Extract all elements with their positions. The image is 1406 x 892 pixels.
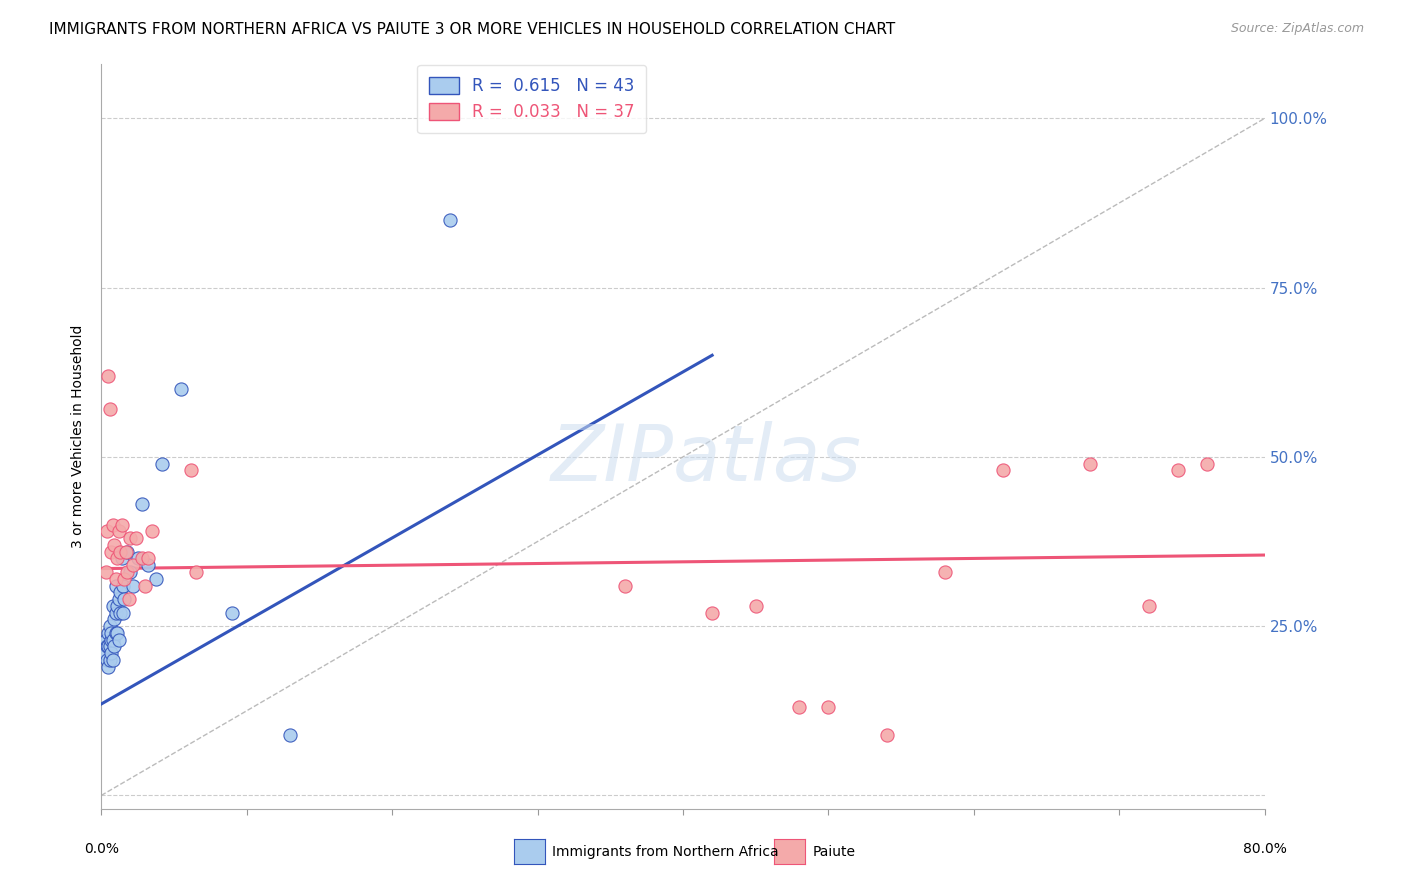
Point [114,572,136,586]
Point [96,524,118,539]
Point [1137,599,1160,613]
Point [117,544,139,558]
Point [105,599,128,613]
Text: ZIPatlas: ZIPatlas [551,421,862,497]
Point [817,700,839,714]
Point [105,626,128,640]
Point [97,626,120,640]
Point [278,727,301,741]
Point [991,463,1014,477]
Point [145,572,167,586]
Text: Immigrants from Northern Africa: Immigrants from Northern Africa [553,845,779,859]
Point [118,592,141,607]
Point [108,606,131,620]
Point [94,632,117,647]
Point [150,457,173,471]
Point [131,551,153,566]
Point [110,551,132,566]
Point [100,632,122,647]
Point [101,632,124,647]
Point [97,640,120,654]
Point [101,517,124,532]
Point [101,599,124,613]
Point [136,558,159,573]
Point [613,578,636,592]
Point [98,402,121,417]
Text: 80.0%: 80.0% [1243,842,1286,856]
Point [103,640,125,654]
Point [127,551,149,566]
Point [934,565,956,579]
Point [98,640,121,654]
Point [93,646,115,660]
Point [120,531,142,545]
Point [184,565,207,579]
Point [98,653,121,667]
Point [134,578,156,592]
Text: Paiute: Paiute [813,845,855,859]
Point [117,565,139,579]
Point [94,565,117,579]
Point [1078,457,1101,471]
Point [120,565,142,579]
Point [103,538,125,552]
Point [104,626,127,640]
Text: 0.0%: 0.0% [84,842,118,856]
Point [745,599,768,613]
Point [122,558,145,573]
Point [789,700,811,714]
Point [96,653,118,667]
Y-axis label: 3 or more Vehicles in Household: 3 or more Vehicles in Household [72,325,86,549]
Point [876,727,898,741]
Point [700,606,723,620]
Point [1167,463,1189,477]
Point [107,592,129,607]
Point [100,646,122,660]
Point [97,660,120,674]
Point [439,212,461,227]
Point [141,524,163,539]
Point [103,612,125,626]
Point [96,640,118,654]
Text: Source: ZipAtlas.com: Source: ZipAtlas.com [1230,22,1364,36]
Point [107,524,129,539]
Point [112,606,135,620]
Point [180,463,202,477]
Point [108,585,131,599]
Legend: R =  0.615   N = 43, R =  0.033   N = 37: R = 0.615 N = 43, R = 0.033 N = 37 [418,65,647,133]
Point [104,578,127,592]
Point [107,632,129,647]
Point [104,572,127,586]
Point [100,544,122,558]
Point [131,497,153,511]
Text: IMMIGRANTS FROM NORTHERN AFRICA VS PAIUTE 3 OR MORE VEHICLES IN HOUSEHOLD CORREL: IMMIGRANTS FROM NORTHERN AFRICA VS PAIUT… [49,22,896,37]
Point [105,551,128,566]
Point [97,368,120,383]
Point [101,653,124,667]
Point [112,578,135,592]
Point [98,619,121,633]
Point [100,626,122,640]
Point [125,531,148,545]
Point [122,578,145,592]
Point [108,544,131,558]
Point [110,517,132,532]
Point [136,551,159,566]
Point [170,382,193,396]
Point [115,544,138,558]
Point [114,592,136,607]
Point [221,606,243,620]
Point [104,606,127,620]
Point [1195,457,1218,471]
